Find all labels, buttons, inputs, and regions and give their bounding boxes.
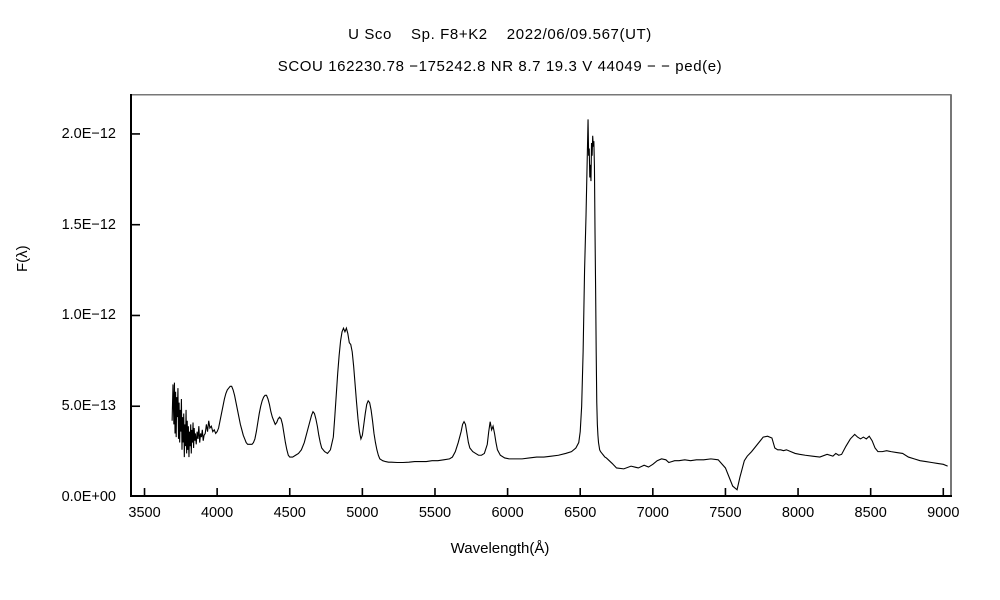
y-axis-ticks	[131, 133, 140, 408]
x-tick-label-3500: 3500	[128, 505, 161, 521]
x-tick-label-5500: 5500	[418, 505, 452, 521]
x-tick-label-6000: 6000	[491, 505, 524, 521]
x-tick-label-4000: 4000	[200, 505, 234, 521]
x-axis-ticks	[143, 488, 945, 496]
x-tick-label-5000: 5000	[346, 505, 379, 521]
y-tick-label-1: 5.0E−13	[61, 398, 116, 415]
y-axis-title: F(λ)	[14, 245, 31, 272]
x-axis-title: Wavelength(Å)	[450, 540, 550, 557]
x-tick-label-8000: 8000	[781, 505, 815, 521]
y-tick-label-3: 1.5E−12	[61, 216, 116, 233]
chart-title-line-2: SCOU 162230.78 −175242.8 NR 8.7 19.3 V 4…	[277, 58, 723, 75]
y-tick-label-0: 0.0E+00	[61, 489, 116, 505]
x-tick-label-6500: 6500	[564, 505, 597, 521]
x-tick-label-8500: 8500	[854, 505, 887, 521]
x-tick-label-7500: 7500	[709, 505, 742, 521]
y-tick-label-2: 1.0E−12	[61, 307, 116, 324]
spectrum-plot-svg	[130, 94, 952, 497]
spectrum-trace	[171, 119, 948, 491]
x-tick-label-4500: 4500	[273, 505, 306, 521]
x-tick-label-9000: 9000	[927, 505, 960, 521]
chart-title-line-1: U Sco Sp. F8+K2 2022/06/09.567(UT)	[348, 26, 652, 43]
x-tick-label-7000: 7000	[636, 505, 669, 521]
plot-area	[130, 94, 952, 497]
plot-frame-border	[130, 94, 952, 497]
y-tick-label-4: 2.0E−12	[61, 125, 116, 142]
